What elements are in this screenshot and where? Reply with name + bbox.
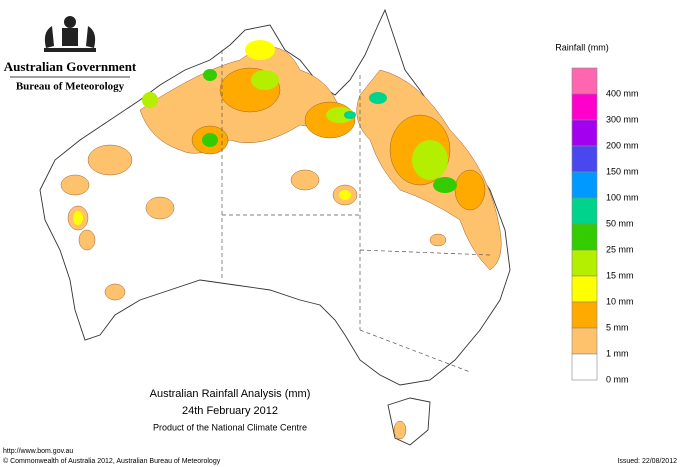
gov-title: Australian Government [4,59,137,74]
coat-of-arms [44,16,96,52]
legend-swatch [571,353,598,381]
legend-label: 200 mm [606,140,639,150]
legend-label: 50 mm [606,218,634,228]
legend: 400 mm 300 mm 200 mm 150 mm 100 mm 50 mm 25 mm… [571,67,639,384]
footer-issued: Issued: 22/08/2012 [617,458,677,465]
legend-label: 300 mm [606,114,639,124]
legend-swatch [571,249,598,277]
legend-swatch [571,327,598,355]
caption-source: Product of the National Climate Centre [153,422,307,432]
legend-swatch [571,119,598,147]
legend-swatch [571,223,598,251]
legend-label: 0 mm [606,374,629,384]
legend-swatch [571,93,598,121]
legend-label: 10 mm [606,296,634,306]
australia [39,8,511,446]
legend-swatch [571,67,598,95]
legend-label: 5 mm [606,322,629,332]
legend-swatch [571,145,598,173]
legend-label: 1 mm [606,348,629,358]
legend-label: 400 mm [606,88,639,98]
legend-swatch [571,275,598,303]
footer-copyright: © Commonwealth of Australia 2012, Austra… [3,457,221,465]
legend-label: 25 mm [606,244,634,254]
legend-swatch [571,171,598,199]
legend-title: Rainfall (mm) [555,42,609,52]
legend-label: 150 mm [606,166,639,176]
legend-label: 100 mm [606,192,639,202]
caption-date: 24th February 2012 [182,405,278,417]
legend-swatch [571,197,598,225]
legend-label: 15 mm [606,270,634,280]
bureau-title: Bureau of Meteorology [16,81,125,93]
footer-url: http://www.bom.gov.au [3,448,73,455]
legend-swatch [571,301,598,329]
caption-title: Australian Rainfall Analysis (mm) [150,388,311,400]
